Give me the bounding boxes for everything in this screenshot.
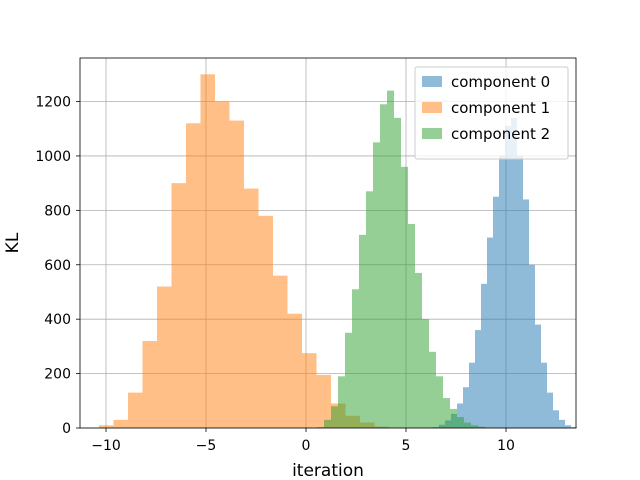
histogram-bar-component-1 (157, 286, 172, 428)
histogram-bar-component-2 (429, 351, 436, 428)
legend: component 0 component 1 component 2 (414, 66, 569, 160)
histogram-bar-component-0 (553, 410, 559, 428)
histogram-bar-component-2 (471, 425, 478, 428)
histogram-bar-component-2 (324, 419, 331, 428)
legend-label: component 1 (451, 99, 550, 117)
histogram-bar-component-0 (493, 196, 499, 428)
histogram-bars (99, 74, 577, 429)
histogram-bar-component-0 (487, 237, 493, 428)
y-tick-label: 600 (44, 258, 71, 274)
histogram-bar-component-2 (464, 422, 471, 428)
y-tick-label: 0 (62, 421, 71, 437)
histogram-bar-component-0 (517, 155, 523, 429)
histogram-bar-component-1 (215, 101, 230, 428)
histogram-bar-component-2 (380, 104, 387, 428)
y-axis-ticks: 0 200 400 600 800 1000 1200 (35, 95, 80, 437)
histogram-bar-component-1 (142, 340, 157, 428)
histogram-bar-component-0 (565, 425, 571, 428)
histogram-bar-component-1 (186, 123, 201, 428)
x-tick-label: 10 (497, 438, 515, 454)
histogram-bar-component-0 (481, 283, 487, 428)
histogram-bar-component-2 (345, 332, 352, 428)
histogram-bar-component-2 (408, 223, 415, 428)
y-tick-label: 400 (44, 312, 71, 328)
histogram-bar-component-2 (401, 166, 408, 428)
histogram-bar-component-0 (469, 362, 475, 428)
histogram-bar-component-2 (338, 376, 345, 428)
histogram-bar-component-2 (317, 427, 324, 428)
x-tick-label: 0 (302, 438, 311, 454)
histogram-bar-component-2 (387, 90, 394, 428)
histogram-bar-component-0 (457, 403, 463, 428)
histogram-bar-component-0 (475, 330, 481, 428)
histogram-bar-component-2 (443, 398, 450, 428)
x-axis-ticks: −10 −5 0 5 10 (91, 428, 515, 454)
y-tick-label: 1200 (35, 95, 71, 111)
legend-label: component 0 (451, 73, 550, 91)
histogram-bar-component-2 (352, 289, 359, 428)
histogram-bar-component-2 (478, 426, 485, 428)
histogram-bar-component-1 (171, 183, 186, 428)
histogram-bar-component-0 (547, 392, 553, 428)
histogram-bar-component-1 (316, 374, 331, 428)
legend-swatch (422, 102, 442, 113)
plot-frame (79, 57, 577, 429)
histogram-bar-component-1 (113, 419, 128, 428)
histogram-bar-component-1 (258, 215, 273, 428)
histogram-bar-component-1 (273, 275, 288, 428)
histogram-bar-component-1 (200, 74, 215, 428)
histogram-bar-component-0 (541, 362, 547, 428)
legend-box (414, 66, 569, 160)
y-tick-label: 800 (44, 203, 71, 219)
histogram-bar-component-0 (463, 387, 469, 428)
histogram-bar-component-2 (415, 272, 422, 428)
histogram-bar-component-2 (436, 376, 443, 428)
histogram-bar-component-0 (571, 427, 577, 428)
histogram-bar-component-0 (529, 264, 535, 428)
histogram-bar-component-1 (244, 188, 259, 428)
histogram-bar-component-2 (331, 406, 338, 428)
legend-swatch (422, 76, 442, 87)
histogram-bar-component-1 (99, 425, 114, 428)
histogram-bar-component-2 (422, 319, 429, 428)
legend-swatch (422, 128, 442, 139)
histogram-bar-component-2 (359, 234, 366, 428)
x-tick-label: −10 (91, 438, 121, 454)
histogram-bar-component-0 (511, 117, 517, 429)
histogram-bar-component-1 (287, 313, 302, 428)
histogram-bar-component-1 (229, 120, 244, 428)
histogram-bar-component-0 (535, 324, 541, 428)
histogram-bar-component-0 (559, 419, 565, 428)
x-axis-label: iteration (292, 461, 364, 480)
histogram-bar-component-2 (373, 142, 380, 428)
histogram-bar-component-2 (394, 117, 401, 429)
histogram-bar-component-0 (505, 126, 511, 428)
y-tick-label: 200 (44, 367, 71, 383)
legend-label: component 2 (451, 125, 550, 143)
histogram-bar-component-2 (457, 417, 464, 428)
histogram-bar-component-2 (450, 408, 457, 428)
x-tick-label: −5 (196, 438, 217, 454)
y-tick-label: 1000 (35, 149, 71, 165)
histogram-bar-component-1 (302, 353, 317, 428)
histogram-bar-component-1 (128, 392, 143, 428)
histogram-bar-component-2 (366, 191, 373, 428)
histogram-bar-component-0 (523, 199, 529, 428)
y-axis-label: KL (3, 232, 23, 253)
histogram-bar-component-0 (499, 155, 505, 429)
x-tick-label: 5 (402, 438, 411, 454)
